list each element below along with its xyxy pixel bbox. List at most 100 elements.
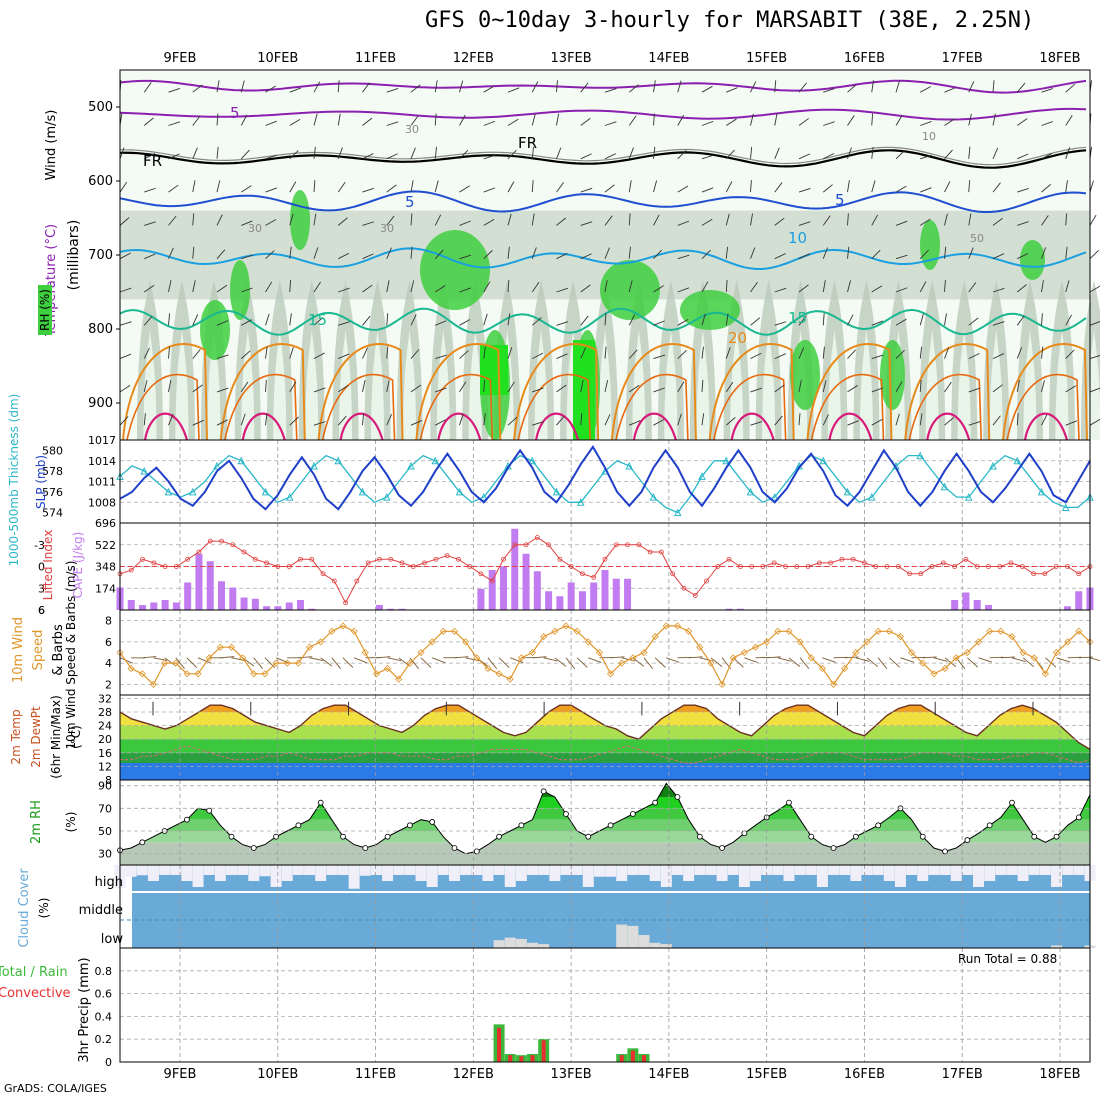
wind-barb <box>531 281 540 293</box>
wind-barb <box>725 149 735 160</box>
wind-barb <box>895 254 908 260</box>
wind-barb <box>410 213 413 226</box>
contour-label: 20 <box>728 329 747 347</box>
wind-barb <box>677 185 689 193</box>
wind-barb <box>1017 153 1029 160</box>
li-marker <box>286 564 292 569</box>
wind-barb <box>459 185 470 193</box>
wind-barb <box>822 184 833 193</box>
wind-speed-marker <box>562 622 570 630</box>
rh-dry-core <box>957 330 971 440</box>
li-marker <box>343 600 348 606</box>
temp-contour-20 <box>219 343 306 441</box>
wind-barb <box>725 347 731 359</box>
rh-high-patch <box>420 230 490 310</box>
thickness-line <box>119 454 1091 514</box>
temp-band <box>120 752 1090 763</box>
cloud-high-gap <box>147 865 159 881</box>
wind-barb <box>483 346 486 359</box>
x-tick-label-top: 16FEB <box>844 51 885 66</box>
thickness-marker <box>479 492 488 501</box>
cloud-high-gap <box>805 865 817 875</box>
rh-marker <box>340 833 346 840</box>
wind-barb-10m <box>654 657 666 668</box>
contour-label: FR <box>143 152 162 170</box>
wind-speed-marker <box>149 680 158 688</box>
wind-barb <box>459 319 471 326</box>
rh-high-patch <box>200 300 230 360</box>
thickness-marker <box>285 492 294 501</box>
wind-barb <box>823 121 835 126</box>
wind-barb <box>944 149 953 160</box>
cloud-high-gap <box>549 865 561 881</box>
cape-bar <box>612 578 620 610</box>
wind-barb <box>847 84 857 93</box>
temp-contour-30 <box>437 412 482 441</box>
wind-speed-marker <box>317 638 325 646</box>
cape-bar <box>556 596 564 610</box>
cloud-high-gap <box>337 865 349 875</box>
rh-marker <box>362 845 369 851</box>
wind-speed-marker <box>172 659 180 667</box>
wind-speed-marker <box>885 627 893 635</box>
wind-barb <box>944 246 947 259</box>
rh-unit: (%) <box>64 812 78 833</box>
wind-barb <box>313 352 325 359</box>
cloud-low-bar <box>649 942 661 948</box>
cape-bar <box>624 578 632 610</box>
x-tick-label-top: 10FEB <box>257 51 298 66</box>
wind-barb <box>410 280 415 293</box>
precip-convective-bar <box>497 1027 502 1062</box>
thickness-marker <box>746 487 755 496</box>
cloud-high-gap <box>415 865 427 881</box>
li-tick-label: 3 <box>38 582 45 595</box>
wind-barb <box>1041 313 1043 326</box>
wind-barb <box>822 313 825 326</box>
wind-barb <box>168 88 181 93</box>
temp-tick-label: 12 <box>98 760 112 773</box>
wind-speed-marker <box>216 643 224 651</box>
cape-bar <box>973 600 981 610</box>
wind-speed-marker <box>618 659 626 667</box>
freezing-level-shadow <box>120 146 1087 166</box>
li-marker <box>760 564 766 569</box>
cloud-high-gap <box>237 865 249 875</box>
wind-barb <box>1041 215 1049 226</box>
wind-barb <box>241 287 253 293</box>
li-marker <box>207 538 213 544</box>
wind-barb <box>556 415 565 426</box>
wind-barb-10m <box>610 656 625 659</box>
cloud-low-label: low <box>101 932 124 947</box>
wind-barb <box>701 346 704 359</box>
li-marker <box>828 560 833 566</box>
rh-dry-core <box>403 330 417 440</box>
wind-barb <box>992 384 1003 393</box>
temp-contour-20 <box>513 343 600 441</box>
wind-barb <box>895 150 906 160</box>
li-marker <box>354 578 360 584</box>
wind-barb-10m <box>1067 656 1082 659</box>
wind-barb <box>216 180 221 193</box>
wind-barb-10m <box>877 657 888 670</box>
temp-contour-20 <box>708 343 795 441</box>
wind-barb <box>435 419 447 426</box>
li-marker <box>907 571 912 577</box>
x-tick-label-bottom: 17FEB <box>942 1067 983 1082</box>
rh-marker <box>585 833 592 840</box>
wind-barb <box>774 217 785 226</box>
wind-barb <box>774 321 787 326</box>
cape-tick-label: 696 <box>95 517 116 530</box>
wind-barb <box>434 214 442 226</box>
cape-bar <box>308 608 316 610</box>
wind-barb <box>604 380 609 392</box>
wind-ylabel: 10m Wind Speed & Barbs (m/s) <box>64 561 78 750</box>
cloud-high-gap <box>649 865 661 881</box>
wind-speed-marker <box>350 627 358 635</box>
temp-contour-30 <box>535 412 580 441</box>
thickness-tick-label: 576 <box>42 486 63 499</box>
wind-speed-marker <box>662 622 670 630</box>
rh-high-patch <box>880 340 905 410</box>
cape-tick-label: 174 <box>95 582 116 595</box>
wind-barb <box>798 153 811 160</box>
cape-bar <box>172 602 180 610</box>
